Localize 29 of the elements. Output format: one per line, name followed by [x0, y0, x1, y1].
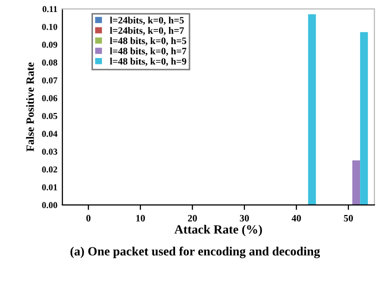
y-tick-label: 0.00	[42, 202, 58, 208]
x-tick-label: 40	[292, 214, 301, 222]
y-tick-label: 0.06	[42, 95, 58, 102]
bar	[308, 14, 316, 205]
y-tick-label: 0.05	[42, 112, 58, 120]
y-tick-label: 0.07	[42, 77, 58, 84]
y-tick-label: 0.02	[42, 166, 58, 173]
legend-label: l=24bits, k=0, h=7	[110, 26, 184, 36]
bar	[352, 160, 360, 205]
x-tick-label: 50	[344, 214, 353, 222]
y-tick-label: 0.09	[42, 42, 58, 48]
x-axis-title: Attack Rate (%)	[174, 224, 262, 236]
legend-label: l=48 bits, k=0, h=7	[110, 48, 186, 56]
y-axis-title: False Positive Rate	[26, 62, 34, 152]
x-tick-label: 0	[86, 214, 90, 222]
legend-label: l=24bits, k=0, h=5	[110, 16, 184, 25]
y-tick-label: 0.03	[42, 148, 58, 155]
legend-label: l=48 bits, k=0, h=5	[110, 37, 186, 46]
y-tick-label: 0.04	[42, 130, 58, 137]
y-tick-label: 0.08	[42, 60, 58, 66]
x-tick-label: 30	[240, 214, 249, 222]
bar	[360, 32, 368, 205]
y-tick-label: 0.01	[42, 184, 58, 190]
y-tick-label: 0.11	[42, 6, 58, 12]
text: (a) One packet used for encoding and decoding	[70, 246, 320, 258]
y-tick-label: 0.10	[42, 24, 58, 30]
x-tick-label: 20	[188, 214, 197, 222]
x-tick-label: 10	[136, 214, 145, 222]
legend-label: l=48 bits, k=0, h=9	[110, 58, 186, 66]
